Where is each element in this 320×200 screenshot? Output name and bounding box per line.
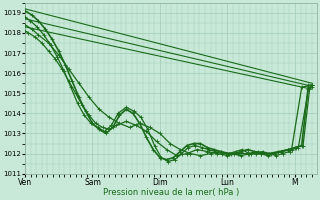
X-axis label: Pression niveau de la mer( hPa ): Pression niveau de la mer( hPa ) [103,188,239,197]
